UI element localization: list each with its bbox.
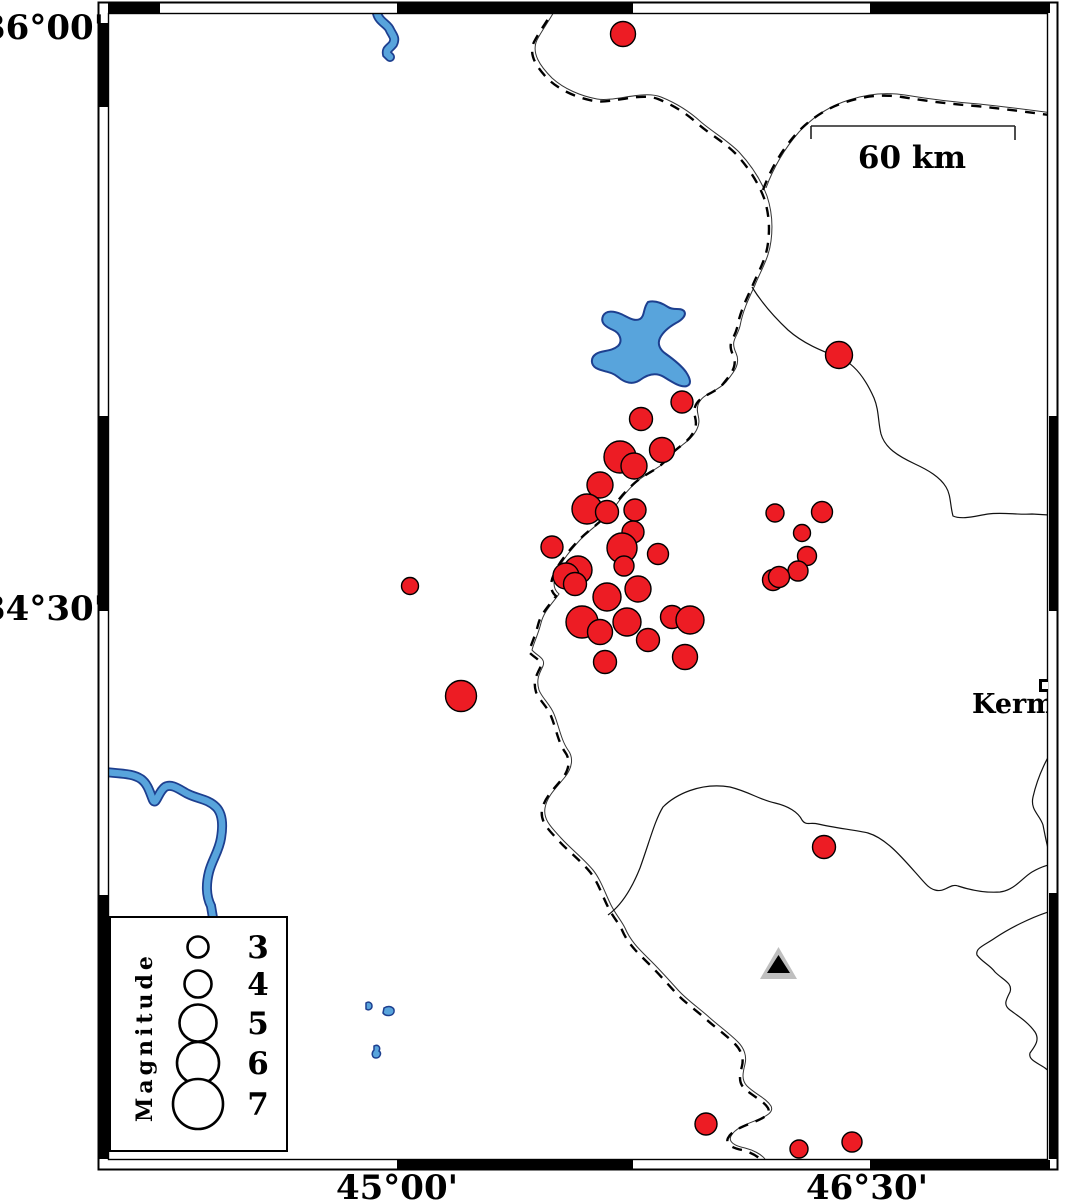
boundary-line-arc-south xyxy=(607,785,1047,916)
earthquake-marker xyxy=(613,555,635,577)
legend-circle-m4 xyxy=(183,969,213,999)
river-left xyxy=(109,769,226,922)
border-dashed-main xyxy=(527,14,771,1159)
scale-bar xyxy=(810,125,1016,140)
small-lake-1 xyxy=(365,1001,373,1011)
earthquake-marker xyxy=(670,390,694,414)
small-lake-3 xyxy=(371,1044,382,1059)
legend-value-label: 4 xyxy=(247,967,269,1003)
legend-value-label: 3 xyxy=(247,930,269,966)
earthquake-marker xyxy=(671,643,699,671)
earthquake-marker xyxy=(586,618,614,646)
earthquake-marker xyxy=(592,582,622,612)
river-top xyxy=(373,14,398,61)
earthquake-marker xyxy=(789,1139,809,1159)
legend-title: Magnitude xyxy=(132,952,158,1122)
station-marker xyxy=(760,947,797,979)
lake xyxy=(590,300,691,388)
boundaries xyxy=(527,14,1047,1159)
earthquake-marker xyxy=(694,1112,718,1136)
earthquake-marker xyxy=(612,607,642,637)
legend-value-label: 6 xyxy=(247,1046,269,1082)
earthquake-marker xyxy=(609,20,637,48)
earthquake-marker xyxy=(792,523,812,543)
city-label: Kermanshah xyxy=(972,689,1048,720)
lon-label-46-30: 46°30' xyxy=(805,1168,929,1202)
boundary-line-right-upper xyxy=(1031,758,1047,847)
map-frame xyxy=(97,1,1059,1171)
earthquake-marker xyxy=(824,340,854,370)
station-triangle-black-icon xyxy=(767,955,790,973)
border-thin-twin xyxy=(531,14,773,1159)
earthquake-marker xyxy=(810,500,834,524)
earthquake-marker xyxy=(624,575,652,603)
small-lake-2 xyxy=(382,1005,395,1017)
water-features xyxy=(109,14,691,1059)
earthquake-marker xyxy=(767,565,791,589)
earthquake-epicenters xyxy=(400,20,863,1159)
earthquake-marker xyxy=(592,649,618,675)
earthquake-marker xyxy=(675,605,705,635)
legend-value-label: 5 xyxy=(247,1006,269,1042)
legend-circle-m3 xyxy=(186,935,210,959)
magnitude-legend: Magnitude 345 6 7 xyxy=(109,916,288,1152)
legend-circle-m7 xyxy=(171,1077,225,1131)
legend-value-label: 7 xyxy=(247,1087,269,1123)
earthquake-marker xyxy=(400,576,420,596)
earthquake-marker xyxy=(562,571,588,597)
earthquake-marker xyxy=(594,499,620,525)
earthquake-marker xyxy=(765,503,785,523)
city-square-marker xyxy=(1039,679,1048,692)
border-dashed-ne xyxy=(761,94,1047,191)
earthquake-marker xyxy=(586,471,614,499)
lat-label-36-00: 36°00' xyxy=(0,8,105,48)
earthquake-marker xyxy=(444,679,478,713)
earthquake-marker xyxy=(628,406,654,432)
map-interior-labels: Kermanshah xyxy=(108,13,1048,1160)
earthquake-marker xyxy=(648,436,676,464)
boundary-line-lower-right xyxy=(976,911,1047,1071)
earthquake-marker xyxy=(620,452,648,480)
earthquake-marker xyxy=(635,627,661,653)
lon-label-45-00: 45°00' xyxy=(335,1168,459,1202)
boundary-line-east xyxy=(751,286,1047,519)
earthquake-marker xyxy=(540,535,564,559)
earthquake-marker xyxy=(811,834,837,860)
earthquake-marker xyxy=(646,542,670,566)
scale-bar-label: 60 km xyxy=(857,140,967,176)
lat-label-34-30: 34°30' xyxy=(0,589,105,629)
earthquake-marker xyxy=(841,1131,863,1153)
